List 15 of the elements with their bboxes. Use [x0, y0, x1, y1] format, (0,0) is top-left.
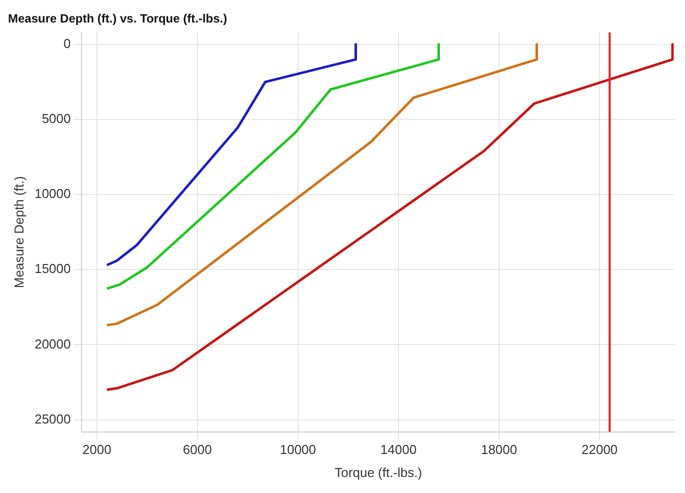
x-tick-label: 18000 [480, 442, 518, 458]
x-axis-title: Torque (ft.-lbs.) [334, 464, 422, 480]
x-tick-label: 14000 [380, 442, 417, 458]
y-tick-label: 0 [64, 36, 71, 51]
y-axis-title: Measure Depth (ft.) [11, 176, 26, 288]
chart-title: Measure Depth (ft.) vs. Torque (ft.-lbs.) [8, 12, 228, 26]
x-tick-label: 6000 [182, 442, 212, 458]
y-tick-label: 10000 [34, 186, 71, 202]
y-tick-label: 15000 [34, 261, 71, 276]
y-tick-label: 5000 [42, 111, 71, 126]
x-tick-label: 2000 [82, 442, 112, 458]
y-tick-label: 20000 [34, 336, 71, 352]
x-tick-label: 10000 [280, 442, 316, 458]
x-tick-label: 22000 [582, 442, 618, 458]
y-tick-label: 25000 [34, 411, 71, 426]
